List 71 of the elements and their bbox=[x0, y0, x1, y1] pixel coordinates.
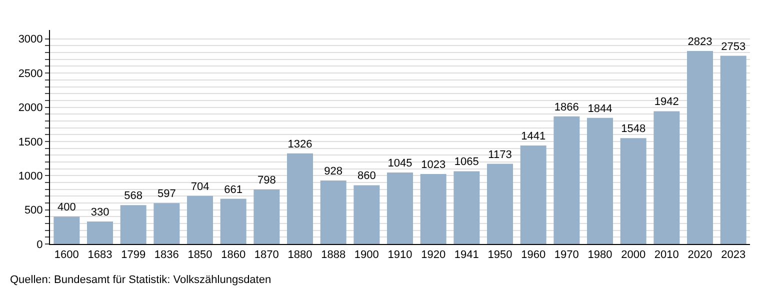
x-tick-label: 1900 bbox=[354, 249, 379, 262]
data-label: 330 bbox=[90, 206, 110, 218]
x-tick-label: 2020 bbox=[688, 249, 712, 262]
bar bbox=[87, 221, 113, 244]
x-tick-label: 1888 bbox=[321, 249, 346, 262]
bar bbox=[420, 174, 446, 244]
x-tick-label: 1860 bbox=[221, 249, 246, 262]
bar bbox=[54, 216, 80, 244]
data-label: 1173 bbox=[488, 148, 512, 161]
x-tick-label: 2000 bbox=[621, 249, 646, 262]
data-label: 2823 bbox=[688, 36, 712, 48]
data-label: 1065 bbox=[454, 156, 479, 168]
x-tick-label: 1920 bbox=[421, 249, 446, 262]
bar bbox=[720, 56, 746, 244]
x-tick-label: 1910 bbox=[388, 249, 412, 262]
data-label: 1548 bbox=[621, 123, 646, 136]
x-tick-label: 1941 bbox=[454, 249, 479, 262]
data-label: 798 bbox=[257, 174, 276, 186]
bar bbox=[620, 138, 646, 244]
data-label: 400 bbox=[57, 202, 76, 214]
x-tick-label: 1850 bbox=[188, 249, 212, 262]
bar bbox=[220, 198, 246, 244]
bar bbox=[487, 164, 513, 244]
bar bbox=[520, 145, 546, 244]
x-tick-label: 1970 bbox=[554, 249, 579, 262]
data-label: 1045 bbox=[388, 158, 412, 170]
y-tick-label: 3000 bbox=[18, 34, 43, 46]
x-tick-label: 2023 bbox=[721, 249, 746, 262]
bar bbox=[387, 172, 413, 244]
source-note: Quellen: Bundesamt für Statistik: Volkszählungsdaten bbox=[10, 274, 272, 286]
x-tick-label: 1600 bbox=[54, 249, 79, 262]
bar bbox=[454, 171, 480, 244]
data-label: 860 bbox=[357, 170, 376, 182]
x-tick-label: 1880 bbox=[288, 249, 312, 262]
bar bbox=[554, 116, 580, 244]
data-label: 2753 bbox=[721, 40, 746, 53]
bar bbox=[120, 205, 146, 244]
y-tick-label: 1000 bbox=[18, 170, 43, 182]
data-label: 1844 bbox=[588, 102, 612, 115]
data-label: 661 bbox=[224, 184, 243, 196]
data-label: 1023 bbox=[421, 159, 446, 172]
bar bbox=[187, 196, 213, 244]
bar bbox=[254, 189, 280, 244]
data-label: 597 bbox=[157, 188, 176, 200]
x-tick-label: 1960 bbox=[521, 249, 546, 262]
x-tick-label: 1950 bbox=[488, 249, 512, 262]
x-tick-label: 1870 bbox=[254, 249, 279, 262]
data-label: 568 bbox=[124, 190, 143, 202]
data-label: 704 bbox=[190, 180, 210, 193]
bar bbox=[320, 180, 346, 244]
bar bbox=[154, 203, 180, 244]
y-tick-label: 2000 bbox=[18, 102, 43, 114]
y-tick-label: 0 bbox=[36, 238, 43, 251]
bar bbox=[287, 153, 313, 244]
x-tick-label: 2010 bbox=[654, 249, 679, 262]
x-tick-label: 1799 bbox=[121, 249, 146, 262]
y-tick-label: 500 bbox=[24, 204, 43, 217]
x-tick-label: 1836 bbox=[154, 249, 179, 262]
data-label: 1866 bbox=[554, 101, 579, 114]
x-tick-label: 1683 bbox=[88, 249, 112, 262]
bar bbox=[587, 118, 613, 244]
y-tick-label: 2500 bbox=[18, 68, 43, 80]
bar bbox=[654, 111, 680, 244]
data-label: 1441 bbox=[521, 130, 546, 142]
data-label: 928 bbox=[324, 166, 343, 178]
data-label: 1326 bbox=[288, 138, 312, 150]
y-tick-label: 1500 bbox=[18, 136, 43, 148]
x-tick-label: 1980 bbox=[588, 249, 612, 262]
data-label: 1942 bbox=[654, 96, 679, 108]
bar bbox=[687, 50, 713, 244]
bar bbox=[354, 185, 380, 244]
